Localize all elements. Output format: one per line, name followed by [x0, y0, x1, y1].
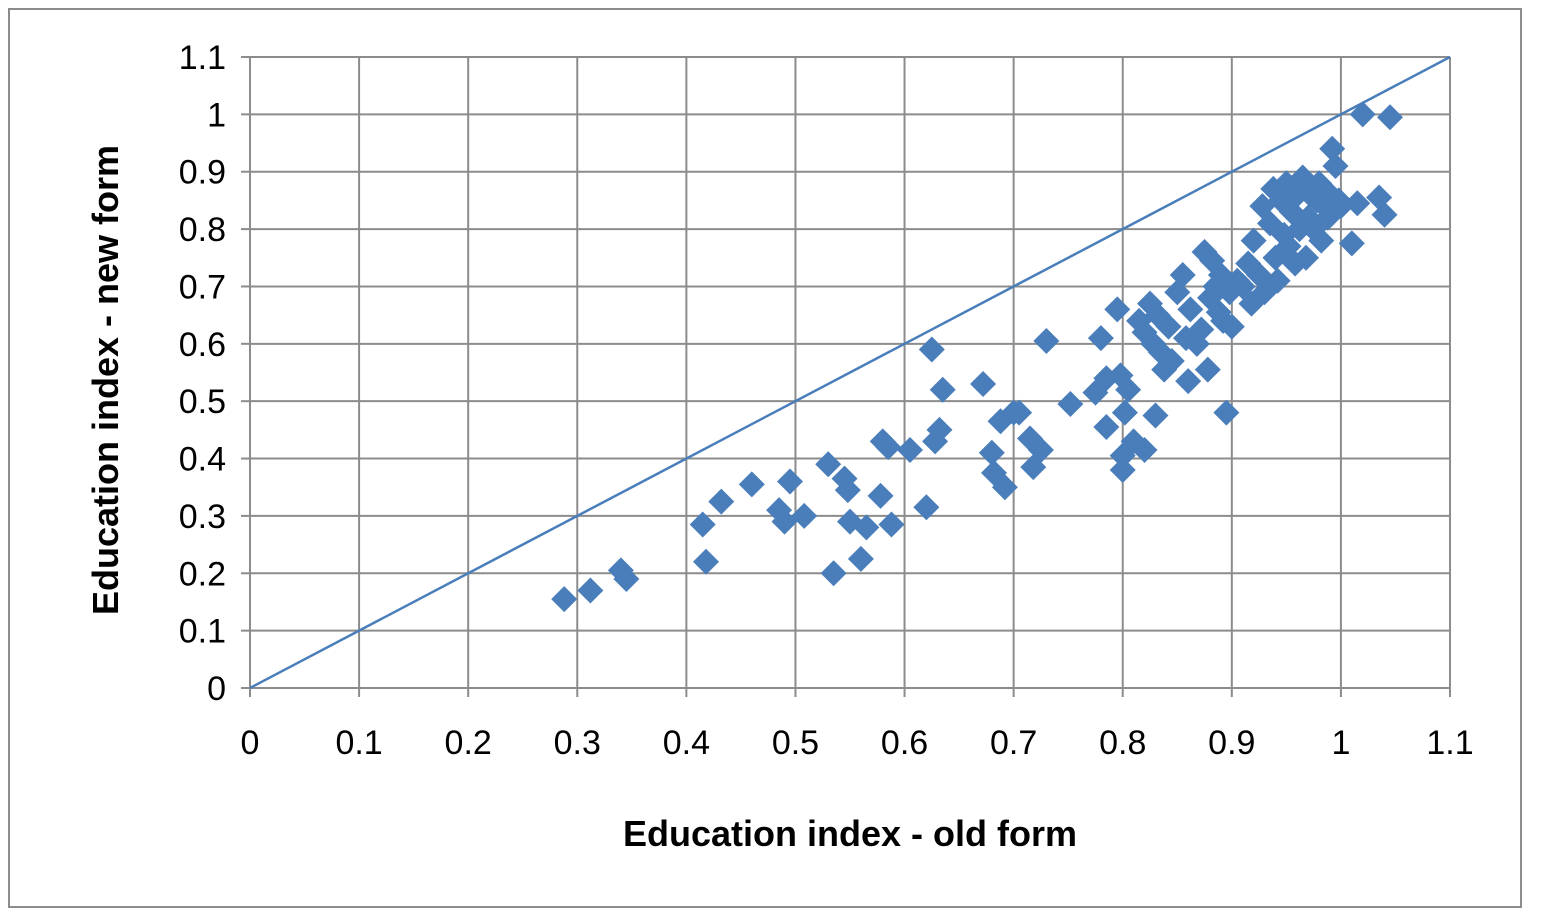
data-point	[1327, 193, 1354, 220]
data-point	[847, 545, 874, 572]
data-point	[1006, 399, 1033, 426]
data-point	[1338, 230, 1365, 257]
y-tick-label: 1	[207, 96, 226, 134]
data-point	[1377, 104, 1403, 131]
x-axis-ticks: 0 0.1 0.2 0.3 0.4 0.5 0.6 0.7 0.8 0.9 1 1.1	[241, 724, 1474, 762]
x-tick-label: 0.2	[445, 724, 492, 762]
x-tick-label: 0	[241, 724, 260, 762]
x-tick-label: 0.5	[772, 724, 819, 762]
data-point	[970, 370, 997, 397]
data-point	[1322, 152, 1349, 179]
data-point	[1142, 402, 1169, 429]
y-tick-label: 0	[207, 670, 226, 708]
y-tick-label: 0.2	[179, 555, 226, 593]
data-point	[771, 508, 798, 535]
data-point	[1115, 376, 1142, 403]
data-point	[926, 416, 953, 443]
data-point	[913, 494, 940, 521]
data-point	[1213, 399, 1240, 426]
data-point	[1194, 356, 1221, 383]
data-point	[853, 514, 880, 541]
data-point	[815, 451, 842, 478]
data-point	[1188, 316, 1215, 343]
data-point	[577, 577, 604, 604]
data-point	[929, 376, 956, 403]
x-tick-label: 0.7	[990, 724, 1037, 762]
data-point	[834, 477, 861, 504]
data-point	[791, 502, 818, 529]
y-tick-label: 0.3	[179, 498, 226, 536]
data-point	[1344, 190, 1371, 217]
x-tick-label: 1	[1331, 724, 1350, 762]
x-tick-label: 0.3	[554, 724, 601, 762]
data-point	[708, 488, 735, 515]
y-tick-label: 0.5	[179, 383, 226, 421]
data-point	[1155, 313, 1182, 340]
x-tick-label: 0.9	[1208, 724, 1255, 762]
data-point	[1191, 239, 1218, 266]
data-point	[1175, 368, 1202, 395]
y-axis-title: Education index - new form	[85, 145, 126, 615]
y-tick-label: 1.1	[179, 39, 226, 77]
data-point	[551, 586, 578, 613]
data-point	[978, 439, 1005, 466]
data-point	[1111, 399, 1138, 426]
data-point	[1158, 348, 1185, 375]
y-axis-ticks: 0 0.1 0.2 0.3 0.4 0.5 0.6 0.7 0.8 0.9 1 1.1	[179, 39, 226, 708]
data-point	[1109, 457, 1136, 484]
data-point	[693, 548, 719, 575]
y-tick-label: 0.7	[179, 268, 226, 306]
y-tick-label: 0.6	[179, 326, 226, 364]
data-point	[918, 336, 945, 363]
data-point	[1293, 244, 1319, 271]
data-point	[1169, 261, 1196, 288]
data-point	[1371, 201, 1398, 228]
data-point	[1218, 313, 1245, 340]
data-point	[897, 436, 923, 463]
reference-line	[249, 55, 1451, 690]
y-tick-label: 0.4	[179, 441, 226, 479]
data-point	[1087, 325, 1114, 352]
data-point	[1349, 101, 1376, 128]
data-point	[1033, 327, 1060, 354]
y-tick-label: 0.9	[179, 154, 226, 192]
data-point	[1104, 296, 1131, 323]
data-point	[991, 474, 1018, 501]
data-point	[1177, 296, 1204, 323]
data-point	[1308, 227, 1335, 254]
data-point	[1264, 267, 1291, 294]
x-axis-title: Education index - old form	[623, 813, 1077, 854]
data-point	[1131, 436, 1158, 463]
data-point	[1057, 391, 1084, 418]
data-point	[820, 560, 847, 587]
data-point	[738, 471, 765, 498]
x-tick-label: 0.8	[1099, 724, 1146, 762]
data-point	[867, 482, 894, 509]
data-point	[1093, 413, 1120, 440]
x-tick-label: 0.4	[663, 724, 710, 762]
data-points	[551, 101, 1403, 613]
data-point	[1240, 227, 1267, 254]
data-point	[875, 434, 902, 461]
data-point	[777, 468, 803, 495]
data-point	[613, 566, 640, 593]
y-tick-label: 0.8	[179, 211, 226, 249]
data-point	[1027, 436, 1054, 463]
x-tick-label: 1.1	[1426, 724, 1473, 762]
chart-frame: 0 0.1 0.2 0.3 0.4 0.5 0.6 0.7 0.8 0.9 1 1.1 0 0.1 0.2…	[8, 8, 1522, 908]
x-tick-label: 0.6	[881, 724, 928, 762]
data-point	[1319, 135, 1346, 162]
x-tick-label: 0.1	[335, 724, 382, 762]
y-tick-label: 0.1	[179, 613, 226, 651]
scatter-chart: 0 0.1 0.2 0.3 0.4 0.5 0.6 0.7 0.8 0.9 1 1.1 0 0.1 0.2…	[85, 39, 1474, 854]
